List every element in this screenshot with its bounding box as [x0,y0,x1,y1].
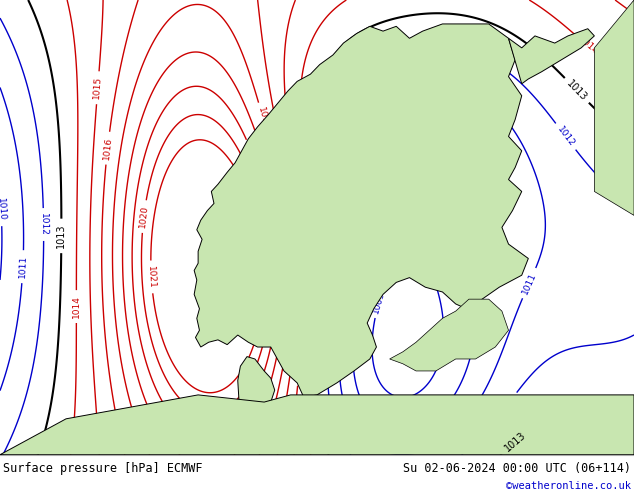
Polygon shape [390,299,508,371]
Text: Surface pressure [hPa] ECMWF: Surface pressure [hPa] ECMWF [3,462,203,475]
Polygon shape [0,395,634,455]
Text: ©weatheronline.co.uk: ©weatheronline.co.uk [506,481,631,490]
Text: 1011: 1011 [521,271,538,295]
Text: 1011: 1011 [18,255,28,278]
Polygon shape [194,24,528,397]
Text: 1012: 1012 [555,125,576,148]
Text: 1020: 1020 [138,205,150,228]
Polygon shape [508,29,595,84]
Text: Su 02-06-2024 00:00 UTC (06+114): Su 02-06-2024 00:00 UTC (06+114) [403,462,631,475]
Text: 1015: 1015 [294,357,305,381]
Text: 1012: 1012 [39,213,48,236]
Text: 1016: 1016 [102,136,113,160]
Polygon shape [238,357,275,412]
Text: 1014: 1014 [301,169,312,193]
Polygon shape [595,0,634,216]
Text: 1009: 1009 [372,290,387,314]
Text: 1012: 1012 [496,394,517,417]
Text: 1014: 1014 [576,35,600,57]
Text: 1013: 1013 [565,78,589,103]
Text: 1010: 1010 [0,198,6,221]
Text: 1016: 1016 [276,142,289,166]
Text: 1019: 1019 [245,143,261,168]
Text: 1013: 1013 [502,430,527,454]
Text: 1017: 1017 [256,106,271,131]
Text: 1015: 1015 [93,76,103,99]
Text: 1014: 1014 [72,295,81,318]
Text: 1021: 1021 [146,265,157,289]
Text: 1018: 1018 [268,186,282,211]
Text: 1010: 1010 [359,214,370,238]
Text: 1013: 1013 [56,223,67,248]
